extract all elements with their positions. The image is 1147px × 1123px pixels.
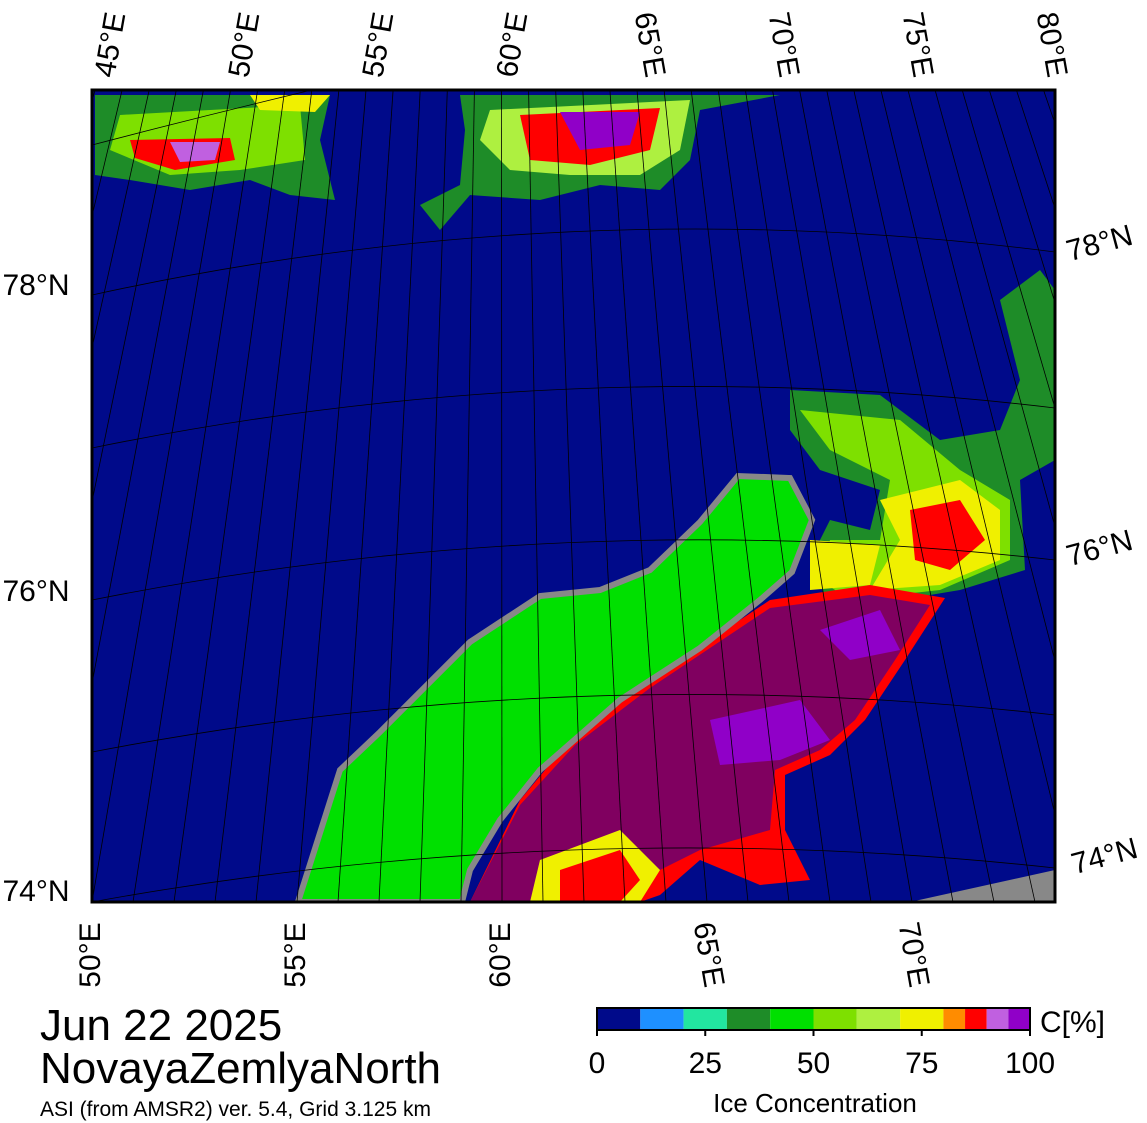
meridian [636,90,708,902]
meridian [337,90,394,902]
colorbar-bin [770,1008,814,1030]
region-title: NovayaZemlyaNorth [40,1044,441,1093]
lon-label: 55°E [279,922,312,987]
parallel [92,847,1055,902]
lon-label: 60°E [491,10,535,80]
meridian [772,90,913,902]
meridian [296,90,367,902]
lon-label: 70°E [762,10,806,80]
lat-label: 74°N [1068,832,1141,881]
lat-label: 78°N [1063,219,1136,268]
ice-patch [810,540,880,590]
meridian [173,90,286,902]
lon-label: 70°E [892,920,936,990]
lon-label: 45°E [89,10,133,80]
colorbar-bin [965,1008,987,1030]
lon-label: 75°E [896,10,940,80]
meridian [501,90,503,902]
meridian [609,90,667,902]
colorbar-bin [1008,1008,1030,1030]
meridian [92,90,231,902]
map-frame [90,88,1057,904]
meridian [255,90,340,902]
lon-label: 60°E [484,922,517,987]
meridian [214,90,313,902]
lat-label: 74°N [2,875,69,908]
meridian [132,90,258,902]
meridian [419,90,448,902]
map [92,90,1147,902]
source-note: ASI (from AMSR2) ver. 5.4, Grid 3.125 km [40,1098,431,1121]
parallel [92,386,1055,449]
ice-patch [710,700,830,765]
meridian [92,90,96,104]
meridian [690,90,790,902]
ice-patch [910,500,985,570]
ice-patch [170,142,220,162]
land [910,870,1055,902]
meridian [555,90,585,902]
colorbar-bin [597,1008,641,1030]
meridian [1043,90,1055,125]
ice-patch [560,112,640,150]
meridian [988,90,1055,305]
meridian [582,90,626,902]
colorbar-bin [640,1008,684,1030]
meridian [961,90,1055,410]
colorbar-bin [943,1008,966,1030]
ice-pack [470,595,930,902]
parallel [92,694,1055,753]
lon-label: 80°E [1030,10,1074,80]
lon-label: 55°E [357,10,401,80]
colorbar-tick-label: 50 [797,1047,830,1080]
meridian [853,90,1036,902]
colorbar-bin [986,1008,1009,1030]
colorbar-tick-label: 0 [589,1047,606,1080]
meridian [528,90,544,902]
meridian [460,90,475,902]
colorbar-bin [683,1008,727,1030]
colorbar: 0 25 50 75 100 [589,1007,1055,1080]
meridian [92,90,204,686]
lon-label: 50°E [223,10,267,80]
meridian [378,90,421,902]
ice-patch [820,610,900,660]
colorbar-tick-label: 75 [905,1047,938,1080]
ice-patch [560,850,640,902]
graticule [92,90,1147,902]
meridian [880,90,1055,817]
lon-label: 65°E [687,920,731,990]
meridian [799,90,954,902]
colorbar-bin [813,1008,857,1030]
colorbar-tick-label: 25 [689,1047,722,1080]
land [294,472,816,902]
meridian [934,90,1055,529]
lat-label: 78°N [2,269,69,302]
meridian [826,90,995,902]
colorbar-bin [900,1008,944,1030]
lat-label: 76°N [1063,524,1136,573]
lon-label: 50°E [74,922,107,987]
colorbar-tick-label: 100 [1005,1047,1055,1080]
colorbar-bin [726,1008,771,1030]
meridian [1071,90,1147,902]
meridian [92,90,150,350]
lat-label: 76°N [2,575,69,608]
meridian [745,90,872,902]
meridian [663,90,749,902]
colorbar-label: Ice Concentration [713,1088,917,1118]
lon-label: 65°E [628,10,672,80]
colorbar-bin [856,1008,901,1030]
date-title: Jun 22 2025 [40,1001,282,1050]
parallel [92,90,314,146]
meridian [907,90,1055,663]
meridian [717,90,831,902]
parallel [92,228,1055,296]
colorbar-unit: C[%] [1040,1006,1105,1039]
